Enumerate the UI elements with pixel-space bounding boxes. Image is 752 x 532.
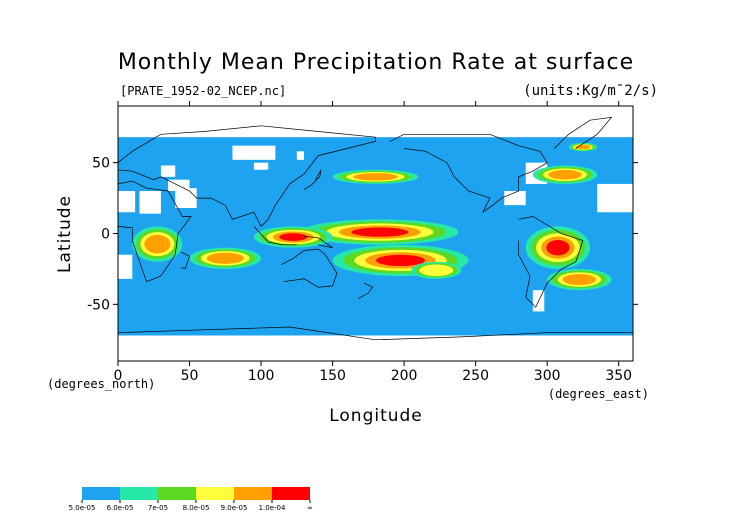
precip-region — [568, 142, 598, 152]
below-range-patch — [597, 183, 633, 213]
x-axis-label: Longitude — [329, 406, 423, 426]
colorbar: 5.0e-05 6.0e-05 7e-05 8.0e-05 9.0e-05 1.0e-04… — [69, 487, 313, 512]
x-tick-label: 250 — [462, 368, 489, 384]
below-range-patch — [160, 165, 176, 177]
colorbar-swatch — [196, 487, 234, 500]
below-range-patch — [253, 162, 269, 170]
colorbar-label: 9.0e-05 — [221, 504, 248, 512]
x-tick-label: 150 — [319, 368, 346, 384]
colorbar-label: 8.0e-05 — [183, 504, 210, 512]
coastline — [303, 235, 333, 249]
precip-contour — [562, 274, 597, 286]
y-axis-unit: (degrees_north) — [47, 377, 155, 391]
colorbar-label: 7e-05 — [148, 504, 168, 512]
precip-regions — [132, 142, 612, 291]
coastline — [554, 116, 613, 149]
coastline — [280, 248, 338, 288]
precip-region — [253, 226, 333, 248]
below-range-patch — [118, 106, 633, 138]
precip-contour — [548, 169, 582, 180]
y-tick-label: 0 — [101, 227, 110, 243]
x-tick-label: 300 — [534, 368, 561, 384]
below-range-patches — [118, 106, 633, 361]
x-tick-label: 50 — [181, 368, 199, 384]
coastline — [389, 133, 548, 213]
chart-subtitle: [PRATE_1952-02_NCEP.nc] — [120, 84, 286, 98]
coastline — [518, 216, 584, 308]
below-range-patch — [139, 191, 161, 214]
colorbar-swatch — [158, 487, 196, 500]
colorbar-label: ∞ — [307, 504, 313, 512]
precip-contour — [546, 240, 570, 256]
below-range-patch — [232, 145, 276, 160]
precip-region — [525, 226, 591, 269]
y-axis-label: Latitude — [55, 195, 75, 273]
precip-contour — [206, 252, 244, 264]
precipitation-map — [118, 106, 633, 361]
coastline — [117, 326, 633, 341]
x-axis-unit: (degrees_east) — [548, 387, 649, 401]
precip-region — [132, 226, 183, 262]
coastline — [358, 282, 374, 300]
x-tick-label: 200 — [391, 368, 418, 384]
y-axis: 50 0 -50 — [87, 156, 638, 313]
x-tick-label: 100 — [248, 368, 275, 384]
colorbar-swatch — [82, 487, 120, 500]
precip-contour — [419, 264, 454, 277]
coastline — [303, 169, 322, 190]
colorbar-swatch — [272, 487, 310, 500]
chart-title: Monthly Mean Precipitation Rate at surfa… — [118, 50, 634, 75]
colorbar-label: 5.0e-05 — [69, 504, 96, 512]
colorbar-label: 1.0e-04 — [259, 504, 286, 512]
precip-contour — [376, 254, 425, 267]
colorbar-swatch — [234, 487, 272, 500]
coastline — [117, 180, 192, 283]
below-range-patch — [175, 188, 197, 208]
y-tick-label: -50 — [87, 297, 110, 313]
below-range-patch — [118, 191, 136, 213]
coastline — [180, 251, 190, 270]
x-tick-label: 350 — [605, 368, 632, 384]
below-range-patch — [504, 191, 526, 206]
precip-region — [301, 219, 459, 245]
below-range-patch — [118, 335, 633, 361]
precip-region — [332, 169, 419, 184]
precip-contour — [144, 234, 171, 254]
x-tick-label: 0 — [114, 368, 123, 384]
precip-region — [411, 261, 462, 279]
coastline — [253, 226, 297, 246]
below-range-patch — [296, 151, 304, 160]
colorbar-label: 6.0e-05 — [107, 504, 134, 512]
chart-units: (units:Kg/m¯2/s) — [523, 83, 658, 99]
below-range-patch — [118, 254, 133, 279]
coastline-overlay — [117, 116, 633, 341]
precip-region — [532, 165, 598, 184]
precip-contour — [351, 227, 409, 237]
colorbar-swatch — [120, 487, 158, 500]
coastline — [117, 125, 376, 227]
precip-contour — [353, 173, 398, 181]
y-tick-label: 50 — [92, 156, 110, 172]
x-axis: 0 50 100 150 200 250 300 350 — [114, 101, 632, 384]
precip-region — [189, 247, 262, 269]
precip-region — [547, 268, 612, 291]
precip-contour — [279, 233, 308, 241]
